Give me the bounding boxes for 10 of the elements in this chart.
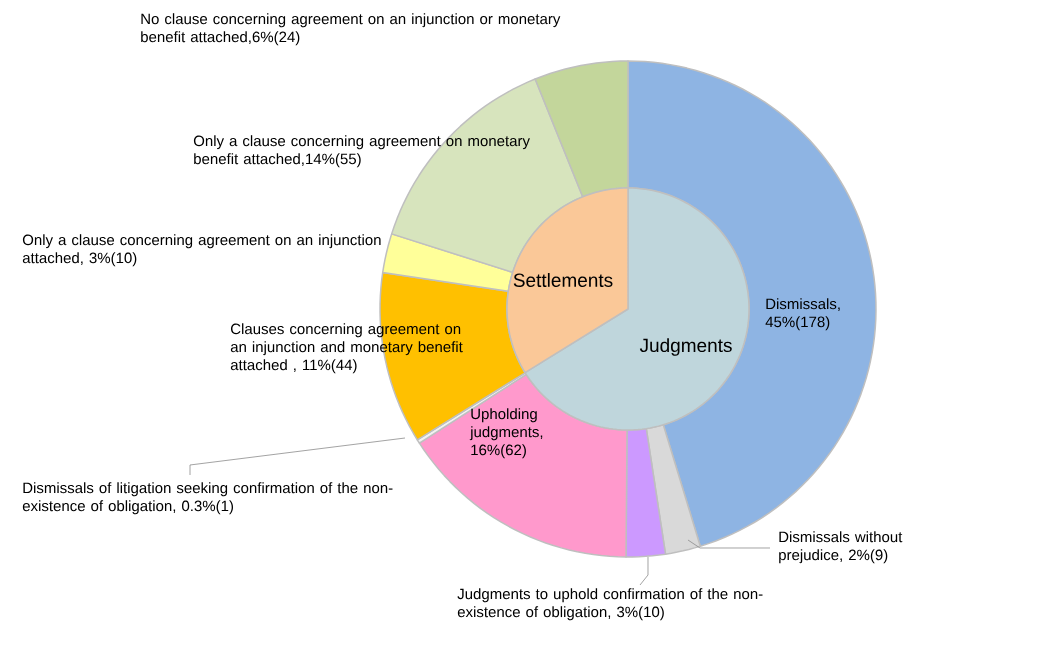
slice-label: Upholding judgments, 16%(62): [469, 408, 543, 459]
slice-label: Dismissals of litigation seeking confirmation of the non-existence of obligation, 0.3%(1): [22, 482, 393, 515]
slice-label: No clause concerning agreement on an injunction or monetary benefit attached,6%(24): [141, 13, 561, 46]
slice-label: Dismissals, 45%(178): [765, 298, 840, 331]
slice-label: Settlements: [513, 273, 613, 287]
slice-label: Dismissals without prejudice, 2%(9): [779, 531, 903, 564]
slice-label: Judgments to uphold confirmation of the non-existence of obligation, 3%(10): [457, 588, 763, 621]
slice-label: Only a clause concerning agreement on monetary benefit attached,14%(55): [193, 135, 530, 168]
slice-label: Judgments: [639, 338, 732, 356]
slice-label: Only a clause concerning agreement on an injunction attached, 3%(10): [22, 234, 381, 267]
